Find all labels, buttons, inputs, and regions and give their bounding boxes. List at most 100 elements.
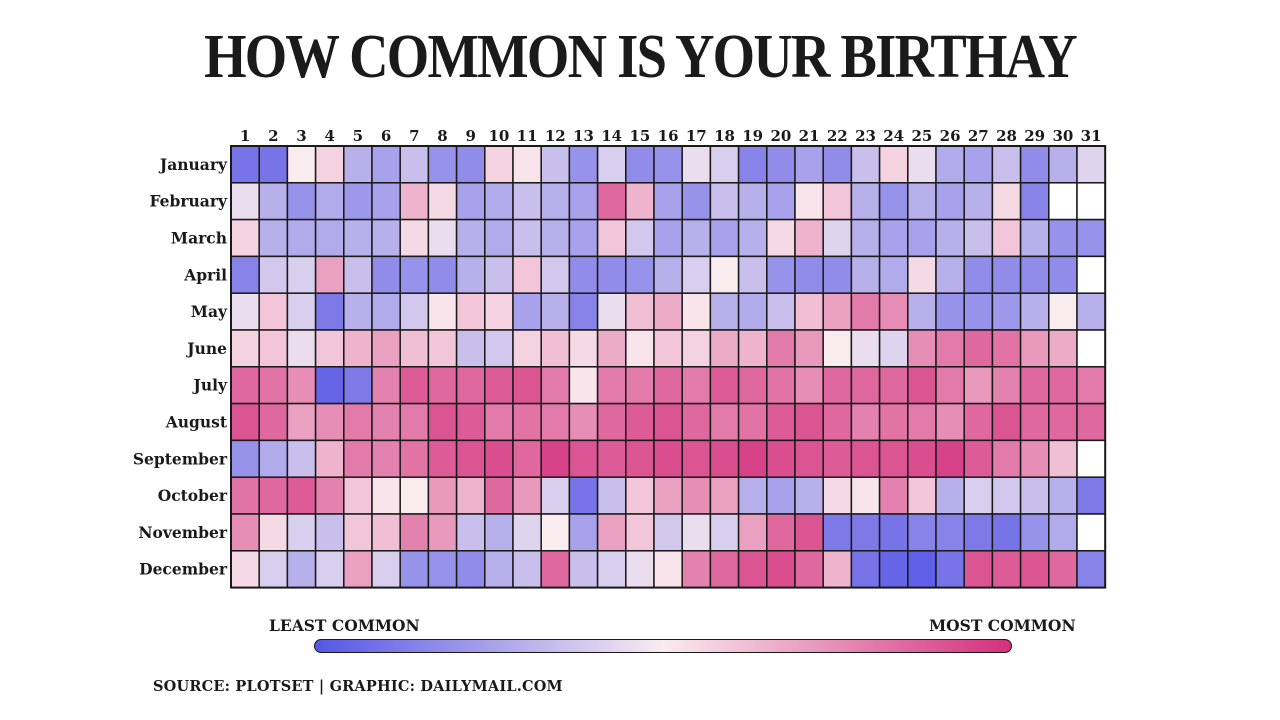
heatmap-cell (625, 366, 655, 405)
heatmap-cell (991, 366, 1022, 405)
heatmap-cell (427, 218, 458, 258)
heatmap-cell (681, 182, 712, 221)
heatmap-cell (766, 366, 796, 405)
heatmap-cell (709, 182, 740, 221)
heatmap-cell (963, 439, 994, 478)
heatmap-cell (878, 255, 909, 294)
heatmap-cell (878, 476, 909, 515)
heatmap-cell (455, 255, 486, 294)
heatmap-cell (681, 366, 712, 405)
heatmap-cell (935, 513, 965, 552)
heatmap-cell (737, 182, 768, 221)
heatmap-cell (540, 402, 571, 442)
heatmap-cell (935, 292, 965, 331)
heatmap-cell (512, 145, 542, 184)
heatmap-cell (709, 476, 740, 515)
heatmap-cell (314, 182, 345, 221)
heatmap-cell (625, 145, 655, 184)
heatmap-cell (258, 255, 289, 294)
heatmap-cell (540, 182, 571, 221)
row-label-december: December (139, 560, 228, 579)
heatmap-cell (1019, 292, 1050, 331)
column-label-9: 9 (465, 127, 475, 145)
heatmap-cell (766, 218, 796, 258)
heatmap-cell (484, 366, 514, 405)
column-label-23: 23 (855, 127, 876, 145)
heatmap-cell (907, 366, 937, 405)
column-label-18: 18 (714, 127, 735, 145)
heatmap-cell (371, 218, 401, 258)
heatmap-cell (963, 550, 994, 589)
heatmap-cell (935, 476, 965, 515)
row-label-february: February (149, 192, 228, 211)
column-label-15: 15 (629, 127, 650, 145)
heatmap-cell (540, 145, 571, 184)
heatmap-cell (230, 218, 260, 258)
heatmap-cell (653, 476, 683, 515)
heatmap-cell (258, 476, 289, 515)
heatmap-cell (1048, 329, 1078, 368)
heatmap-cell (427, 292, 458, 331)
heatmap-cell (794, 402, 824, 442)
heatmap-cell (1076, 476, 1106, 515)
heatmap-cell (286, 329, 317, 368)
heatmap-cell (314, 218, 345, 258)
heatmap-cell (907, 329, 937, 368)
heatmap-cell (850, 402, 881, 442)
heatmap-cell (540, 550, 571, 589)
heatmap-cell (568, 218, 599, 258)
heatmap-cell (850, 366, 881, 405)
heatmap-cell (625, 513, 655, 552)
heatmap-cell (230, 366, 260, 405)
heatmap-cell (568, 255, 599, 294)
heatmap-cell (1076, 329, 1106, 368)
column-label-16: 16 (658, 127, 679, 145)
heatmap-cell (286, 439, 317, 478)
heatmap-cell (399, 255, 430, 294)
heatmap-cell (1076, 255, 1106, 294)
heatmap-cell (1048, 513, 1078, 552)
heatmap-cell (907, 513, 937, 552)
heatmap-cell (399, 182, 430, 221)
heatmap-cell (1076, 439, 1106, 478)
heatmap-cell (596, 145, 627, 184)
heatmap-cell (1076, 513, 1106, 552)
heatmap-cell (343, 439, 373, 478)
heatmap-cell (794, 550, 824, 589)
row-label-october: October (158, 486, 228, 505)
heatmap-cell (314, 255, 345, 294)
heatmap-cell (230, 402, 260, 442)
heatmap-cell (484, 439, 514, 478)
heatmap-cell (1048, 182, 1078, 221)
heatmap-cell (371, 255, 401, 294)
heatmap-cell (568, 476, 599, 515)
heatmap-cell (371, 513, 401, 552)
heatmap-cell (822, 476, 853, 515)
column-label-24: 24 (883, 127, 904, 145)
heatmap-cell (314, 476, 345, 515)
heatmap-cell (314, 402, 345, 442)
heatmap-cell (653, 218, 683, 258)
column-label-7: 7 (409, 127, 419, 145)
heatmap-cell (371, 292, 401, 331)
heatmap-cell (1019, 439, 1050, 478)
heatmap-cell (230, 329, 260, 368)
heatmap-cell (258, 292, 289, 331)
heatmap-cell (286, 182, 317, 221)
heatmap-cell (540, 366, 571, 405)
heatmap-cell (878, 439, 909, 478)
row-label-may: May (191, 302, 228, 321)
heatmap-cell (568, 439, 599, 478)
heatmap-cell (907, 402, 937, 442)
heatmap-cell (399, 366, 430, 405)
heatmap-cell (314, 329, 345, 368)
heatmap-cell (681, 476, 712, 515)
column-label-26: 26 (940, 127, 961, 145)
heatmap-cell (540, 329, 571, 368)
heatmap-cell (822, 182, 853, 221)
heatmap-cell (568, 366, 599, 405)
heatmap-cell (343, 329, 373, 368)
column-label-27: 27 (968, 127, 989, 145)
heatmap-cell (1048, 218, 1078, 258)
heatmap-cell (878, 329, 909, 368)
